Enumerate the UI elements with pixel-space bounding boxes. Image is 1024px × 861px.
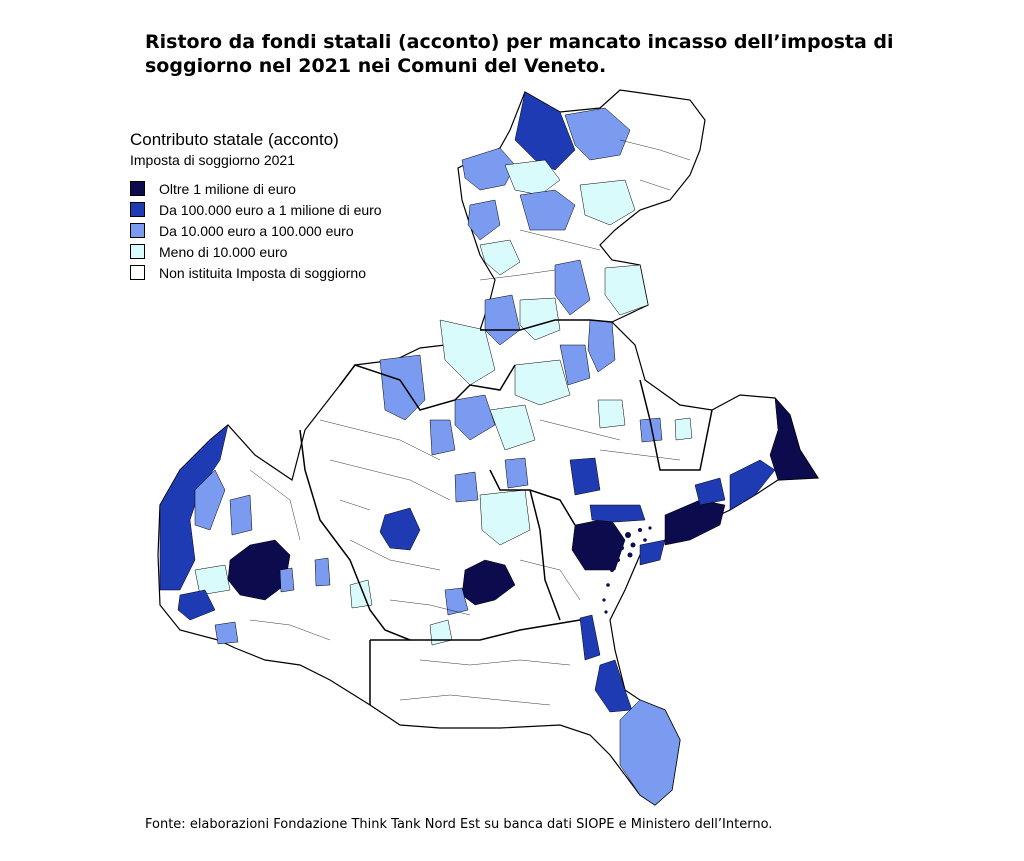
- municipality: [484, 294, 521, 346]
- municipality: [569, 457, 601, 496]
- legend-swatch: [130, 181, 145, 196]
- municipality: [504, 159, 561, 196]
- province-boundaries: [299, 319, 713, 705]
- municipality: [604, 264, 649, 316]
- legend-swatch: [130, 244, 145, 259]
- legend-label: Meno di 10.000 euro: [159, 243, 288, 260]
- legend-label: Non istituita Imposta di soggiorno: [159, 264, 366, 281]
- legend-item-10k-100k: Da 10.000 euro a 100.000 euro: [130, 220, 382, 241]
- map-title: Ristoro da fondi statali (acconto) per m…: [145, 30, 925, 78]
- map-title-line1: Ristoro da fondi statali (acconto) per m…: [145, 31, 894, 53]
- legend-swatch: [130, 223, 145, 238]
- municipality: [639, 417, 663, 443]
- municipality: [479, 239, 521, 276]
- municipality: [559, 344, 591, 386]
- municipality: [519, 297, 561, 341]
- municipality: [314, 557, 331, 587]
- municipality: [194, 469, 226, 531]
- municipality: [454, 471, 479, 503]
- legend-item-under-10k: Meno di 10.000 euro: [130, 241, 382, 262]
- municipality: [467, 199, 501, 241]
- municipality: [439, 319, 496, 386]
- municipality: [479, 489, 531, 546]
- legend-label: Da 10.000 euro a 100.000 euro: [159, 222, 354, 239]
- municipality: [194, 564, 231, 596]
- municipality: [514, 359, 571, 406]
- municipality: [214, 621, 239, 645]
- municipality: [379, 354, 426, 421]
- municipality: [379, 507, 421, 551]
- legend-label: Oltre 1 milione di euro: [159, 180, 296, 197]
- legend-item-over-1m: Oltre 1 milione di euro: [130, 178, 382, 199]
- municipal-borders: [249, 139, 691, 706]
- municipality: [461, 147, 516, 191]
- municipality: [177, 589, 216, 621]
- legend-title: Contributo statale (acconto): [130, 130, 339, 149]
- source-note: Fonte: elaborazioni Fondazione Think Tan…: [145, 817, 773, 832]
- municipality: [674, 417, 693, 441]
- municipality: [229, 494, 253, 536]
- municipality: [279, 567, 295, 593]
- municipality: [579, 179, 636, 226]
- map-legend: Contributo statale (acconto) Imposta di …: [130, 130, 382, 283]
- municipality: [349, 579, 373, 609]
- municipality: [597, 399, 626, 429]
- municipality: [554, 259, 591, 316]
- legend-item-100k-1m: Da 100.000 euro a 1 milione di euro: [130, 199, 382, 220]
- lagoon-islands: [602, 526, 652, 614]
- legend-swatch: [130, 265, 145, 280]
- map-title-line2: soggiorno nel 2021 nei Comuni del Veneto…: [145, 55, 607, 77]
- legend-item-not-instituted: Non istituita Imposta di soggiorno: [130, 262, 382, 283]
- municipality: [514, 91, 576, 171]
- municipality: [769, 397, 819, 481]
- veneto-region-outline: [157, 89, 820, 806]
- municipality: [489, 404, 536, 451]
- legend-subtitle: Imposta di soggiorno 2021: [130, 152, 295, 168]
- municipality: [694, 477, 726, 506]
- municipality: [619, 699, 681, 806]
- municipality: [589, 504, 646, 523]
- legend-swatch: [130, 202, 145, 217]
- municipality: [444, 587, 469, 616]
- municipality: [429, 419, 456, 456]
- legend-label: Da 100.000 euro a 1 milione di euro: [159, 201, 382, 218]
- municipality: [454, 394, 496, 441]
- municipality: [519, 189, 576, 231]
- municipality: [729, 459, 776, 511]
- municipality: [564, 107, 631, 161]
- municipality: [579, 614, 601, 661]
- veneto-map: [157, 89, 820, 806]
- municipality: [504, 457, 529, 489]
- municipality: [639, 539, 666, 566]
